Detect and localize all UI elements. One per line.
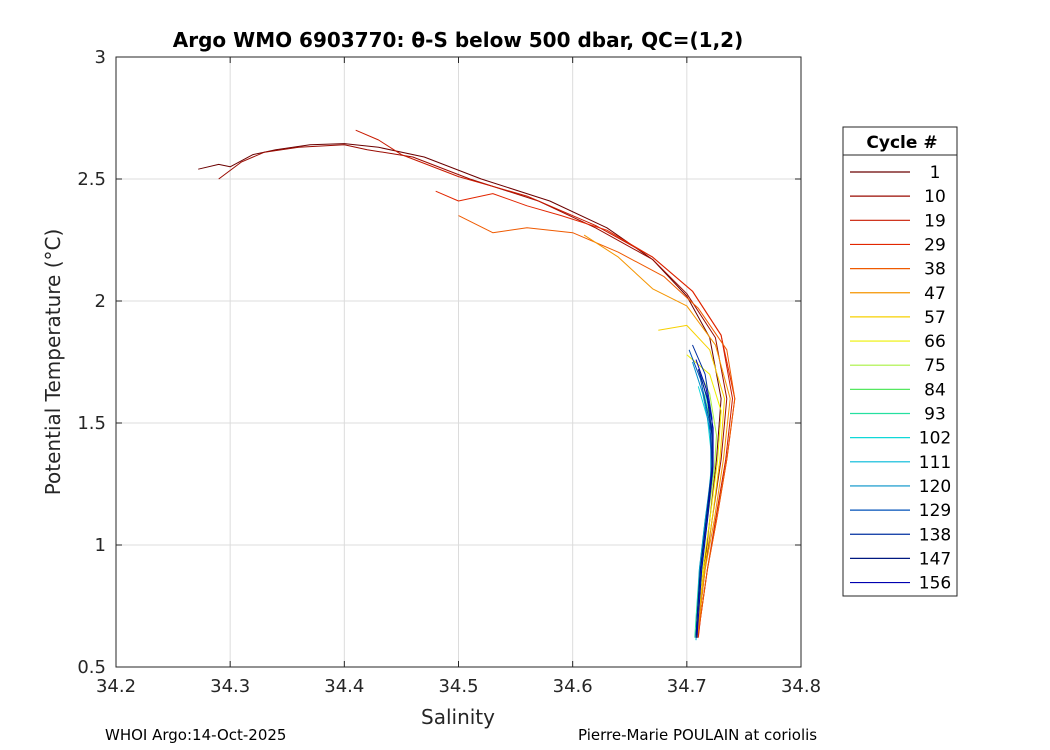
legend-label-129: 129 [919, 501, 951, 521]
legend-label-38: 38 [924, 260, 946, 280]
footer-credit-right: Pierre-Marie POULAIN at coriolis [578, 726, 818, 744]
legend-label-93: 93 [924, 405, 946, 425]
y-tick-label: 1 [95, 535, 106, 556]
y-tick-label: 1.5 [77, 413, 106, 434]
x-tick-label: 34.6 [553, 676, 593, 697]
legend-label-47: 47 [924, 284, 946, 304]
chart-title: Argo WMO 6903770: θ-S below 500 dbar, QC… [173, 28, 743, 52]
series-lines [198, 129, 736, 641]
legend-label-19: 19 [924, 211, 946, 231]
series-line-cycle-38 [458, 215, 736, 638]
x-tick-label: 34.3 [210, 676, 250, 697]
y-tick-label: 2.5 [77, 169, 106, 190]
legend-label-1: 1 [930, 163, 941, 183]
series-line-cycle-156 [695, 359, 714, 636]
legend-label-111: 111 [919, 453, 951, 473]
legend-title: Cycle # [866, 133, 937, 153]
legend-box [842, 126, 958, 597]
legend-label-138: 138 [919, 525, 951, 545]
x-tick-label: 34.2 [96, 676, 136, 697]
series-line-cycle-147 [695, 369, 713, 638]
legend: Cycle # 1 10 19 29 38 47 57 66 75 84 93 102 111 120 12… [842, 126, 958, 597]
y-tick-label: 0.5 [77, 657, 106, 678]
x-tick-label: 34.5 [438, 676, 478, 697]
legend-label-102: 102 [919, 429, 951, 449]
y-axis-label: Potential Temperature (°C) [41, 229, 65, 496]
y-tick-label: 2 [95, 291, 106, 312]
series-line-cycle-47 [583, 234, 731, 638]
legend-label-66: 66 [924, 332, 946, 352]
legend-label-156: 156 [919, 574, 951, 594]
plot-area: 34.2 34.3 34.4 34.5 34.6 34.7 34.8 0.5 1 1.5 2 2.5 3 [77, 47, 821, 697]
legend-label-120: 120 [919, 477, 951, 497]
footer-credit-left: WHOI Argo:14-Oct-2025 [105, 726, 287, 744]
legend-label-84: 84 [924, 380, 946, 400]
x-tick-label: 34.8 [781, 676, 821, 697]
y-tick-label: 3 [95, 47, 106, 68]
legend-label-57: 57 [924, 308, 946, 328]
axis-ticks: 34.2 34.3 34.4 34.5 34.6 34.7 34.8 0.5 1 1.5 2 2.5 3 [77, 47, 821, 697]
legend-label-75: 75 [924, 356, 946, 376]
series-line-cycle-57 [658, 324, 725, 638]
legend-label-147: 147 [919, 549, 951, 569]
legend-label-10: 10 [924, 187, 946, 207]
legend-entries: 1 10 19 29 38 47 57 66 75 84 93 102 111 120 129 138 147 1… [850, 163, 951, 594]
x-tick-label: 34.7 [667, 676, 707, 697]
legend-label-29: 29 [924, 235, 946, 255]
x-tick-label: 34.4 [324, 676, 364, 697]
x-axis-label: Salinity [421, 705, 495, 729]
